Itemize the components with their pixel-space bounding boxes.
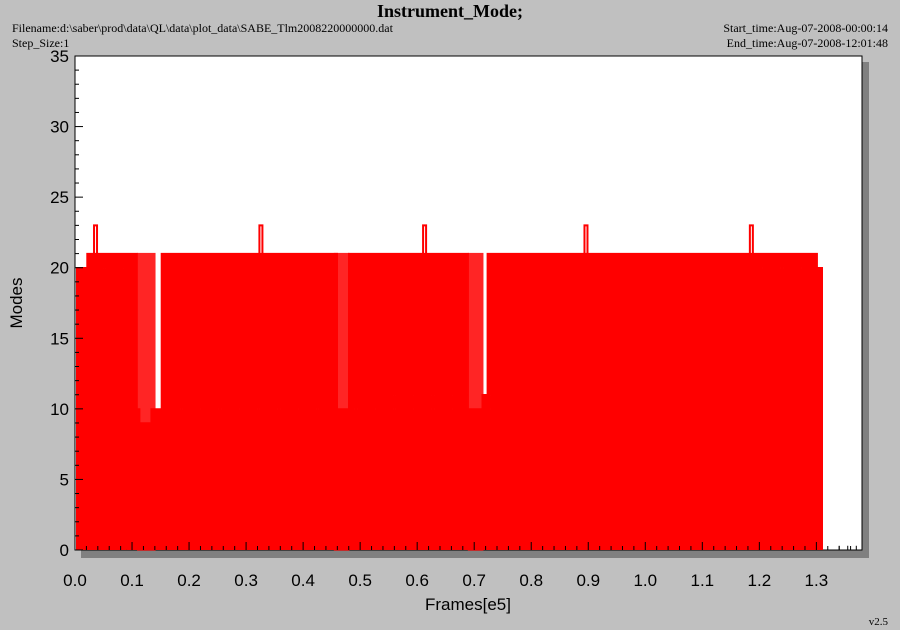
x-axis-label: Frames[e5]: [425, 595, 511, 614]
x-tick-label: 0.6: [405, 571, 429, 590]
series-spike-point: [583, 224, 589, 268]
x-tick-label: 0.2: [177, 571, 201, 590]
filename-label: Filename:d:\saber\prod\data\QL\data\plot…: [12, 21, 393, 35]
series-dense-region: [467, 252, 484, 551]
y-tick-label: 10: [50, 400, 69, 419]
series-spike-point: [258, 224, 264, 268]
version-label: v2.5: [868, 616, 888, 628]
x-tick-label: 0.7: [462, 571, 486, 590]
x-tick-label: 0.5: [348, 571, 372, 590]
x-tick-label: 1.0: [633, 571, 657, 590]
x-tick-label: 0.9: [576, 571, 600, 590]
x-tick-label: 0.1: [120, 571, 144, 590]
series-dense-region: [333, 252, 350, 551]
x-tick-label: 0.0: [63, 571, 87, 590]
end-time-label: End_time:Aug-07-2008-12:01:48: [726, 36, 888, 50]
x-tick-label: 1.1: [690, 571, 714, 590]
series-spike-point: [422, 224, 428, 268]
y-tick-label: 35: [50, 47, 69, 66]
y-tick-label: 15: [50, 329, 69, 348]
series-spike-point: [93, 224, 99, 268]
chart-title: Instrument_Mode;: [377, 1, 523, 21]
x-tick-label: 0.3: [234, 571, 258, 590]
x-tick-label: 1.3: [805, 571, 829, 590]
step-size-label: Step_Size:1: [12, 36, 70, 50]
y-axis-label: Modes: [7, 277, 26, 328]
x-tick-label: 1.2: [748, 571, 772, 590]
y-tick-label: 5: [60, 470, 69, 489]
y-tick-label: 25: [50, 188, 69, 207]
y-tick-label: 0: [60, 541, 69, 560]
x-tick-label: 0.8: [519, 571, 543, 590]
y-tick-label: 30: [50, 118, 69, 137]
y-tick-label: 20: [50, 259, 69, 278]
start-time-label: Start_time:Aug-07-2008-00:00:14: [723, 21, 888, 35]
series-dense-region: [137, 252, 156, 551]
x-tick-label: 0.4: [291, 571, 315, 590]
series-spike-point: [748, 224, 754, 268]
